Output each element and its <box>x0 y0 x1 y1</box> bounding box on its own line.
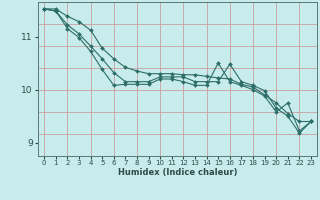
X-axis label: Humidex (Indice chaleur): Humidex (Indice chaleur) <box>118 168 237 177</box>
